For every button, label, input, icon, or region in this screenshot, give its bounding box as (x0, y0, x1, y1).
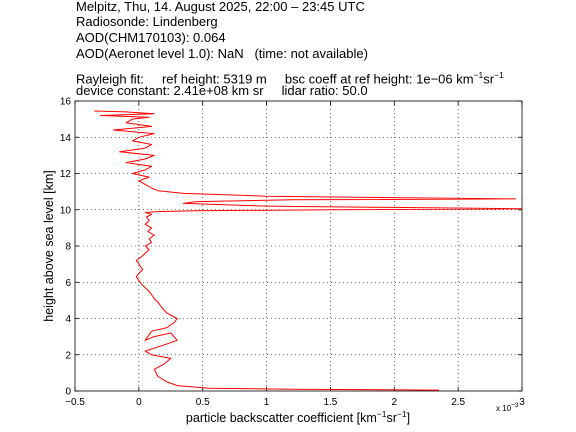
x-tick-label: 3 (519, 397, 525, 408)
plot-frame (74, 100, 523, 392)
x-tick-label: 1.5 (323, 397, 337, 408)
x-tick-label: 2.5 (451, 397, 465, 408)
x-multiplier-label: x 10−3 (496, 402, 519, 413)
y-tick-label: 4 (65, 314, 71, 325)
y-tick-label: 6 (65, 278, 71, 289)
x-axis-label: particle backscatter coefficient [km−1sr… (186, 409, 410, 425)
y-tick-label: 0 (65, 387, 71, 398)
x-tick-labels: −0.5 0 0.5 1 1.5 2 2.5 3 (65, 397, 525, 408)
grid (75, 101, 522, 391)
header-aod-chm: AOD(CHM170103): 0.064 (76, 30, 226, 45)
x-tick-label: 1 (264, 397, 270, 408)
x-tick-label: 2 (392, 397, 398, 408)
y-tick-label: 14 (60, 133, 72, 144)
header-device-constant: device constant: 2.41e+08 km sr lidar ra… (76, 83, 368, 98)
header-location-time: Melpitz, Thu, 14. August 2025, 22:00 – 2… (76, 0, 365, 14)
y-axis-label: height above sea level [km] (42, 170, 56, 321)
axes-box (74, 100, 523, 392)
tick-marks (74, 100, 523, 392)
header-radiosonde: Radiosonde: Lindenberg (76, 14, 218, 29)
y-tick-label: 16 (60, 97, 72, 108)
series-group (94, 110, 523, 391)
y-tick-label: 8 (65, 242, 71, 253)
x-tick-label: 0.5 (196, 397, 210, 408)
y-tick-label: 12 (60, 169, 72, 180)
x-tick-label: −0.5 (65, 397, 85, 408)
y-tick-labels: 0 2 4 6 8 10 12 14 16 (60, 97, 72, 398)
y-tick-label: 10 (60, 205, 72, 216)
backscatter-profile-line (94, 110, 523, 391)
header-aod-aeronet: AOD(Aeronet level 1.0): NaN (time: not a… (76, 46, 368, 61)
x-tick-label: 0 (136, 397, 142, 408)
header-rayleigh-fit: Rayleigh fit: ref height: 5319 m bsc coe… (76, 70, 504, 87)
y-tick-label: 2 (65, 350, 71, 361)
